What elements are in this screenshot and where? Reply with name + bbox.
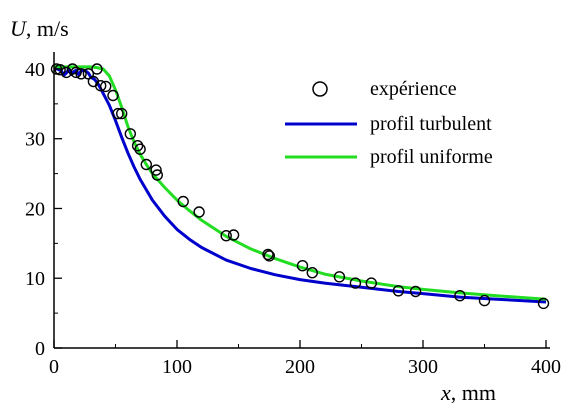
data-point: [306, 267, 318, 279]
data-point: [124, 128, 137, 140]
data-point: [150, 164, 162, 176]
data-point: [333, 271, 346, 283]
data-point: [151, 169, 164, 181]
data-point: [478, 294, 491, 307]
data-point: [140, 158, 153, 171]
data-point: [263, 250, 275, 262]
y-tick-label: 10: [25, 268, 45, 290]
y-tick-label: 40: [25, 59, 45, 81]
data-point: [66, 63, 79, 75]
data-point: [262, 248, 274, 261]
data-point: [177, 195, 189, 208]
data-point: [454, 290, 466, 302]
x-tick-label: 0: [49, 356, 59, 378]
y-axis-label: U, m/s: [10, 16, 69, 41]
data-point: [70, 66, 82, 79]
data-point: [349, 277, 362, 289]
y-tick-label: 0: [35, 338, 45, 360]
data-point: [365, 277, 377, 289]
data-point: [409, 285, 422, 298]
series-line-profil-uniforme: [54, 64, 547, 301]
data-point: [220, 229, 232, 242]
legend: expérience profil turbulent profil uniform…: [285, 78, 493, 168]
data-point: [115, 107, 128, 120]
x-tick-label: 100: [162, 356, 192, 378]
data-point: [99, 80, 112, 93]
data-point: [91, 63, 103, 75]
data-point: [112, 107, 124, 120]
legend-label: profil uniforme: [370, 146, 493, 168]
x-tick-label: 200: [285, 356, 315, 378]
x-tick-label: 400: [531, 356, 561, 378]
data-point: [537, 297, 550, 310]
data-point: [94, 79, 107, 92]
legend-label: profil turbulent: [370, 113, 492, 135]
y-tick-label: 20: [25, 198, 45, 220]
x-axis-label: x, mm: [440, 380, 496, 403]
data-point: [107, 89, 119, 102]
x-tick-label: 300: [408, 356, 438, 378]
data-point: [75, 68, 87, 80]
data-point: [54, 63, 66, 76]
plot-area: [50, 63, 550, 310]
data-point: [227, 229, 240, 241]
axes: 0 100 200 300 400 0 10 20 30 40: [25, 52, 561, 378]
data-point: [131, 139, 144, 152]
data-point: [193, 206, 205, 218]
legend-marker-experience: [312, 81, 328, 97]
data-point: [296, 260, 309, 272]
data-point: [134, 143, 146, 155]
data-point: [392, 285, 405, 297]
y-tick-label: 30: [25, 129, 45, 151]
legend-label: expérience: [370, 78, 457, 100]
